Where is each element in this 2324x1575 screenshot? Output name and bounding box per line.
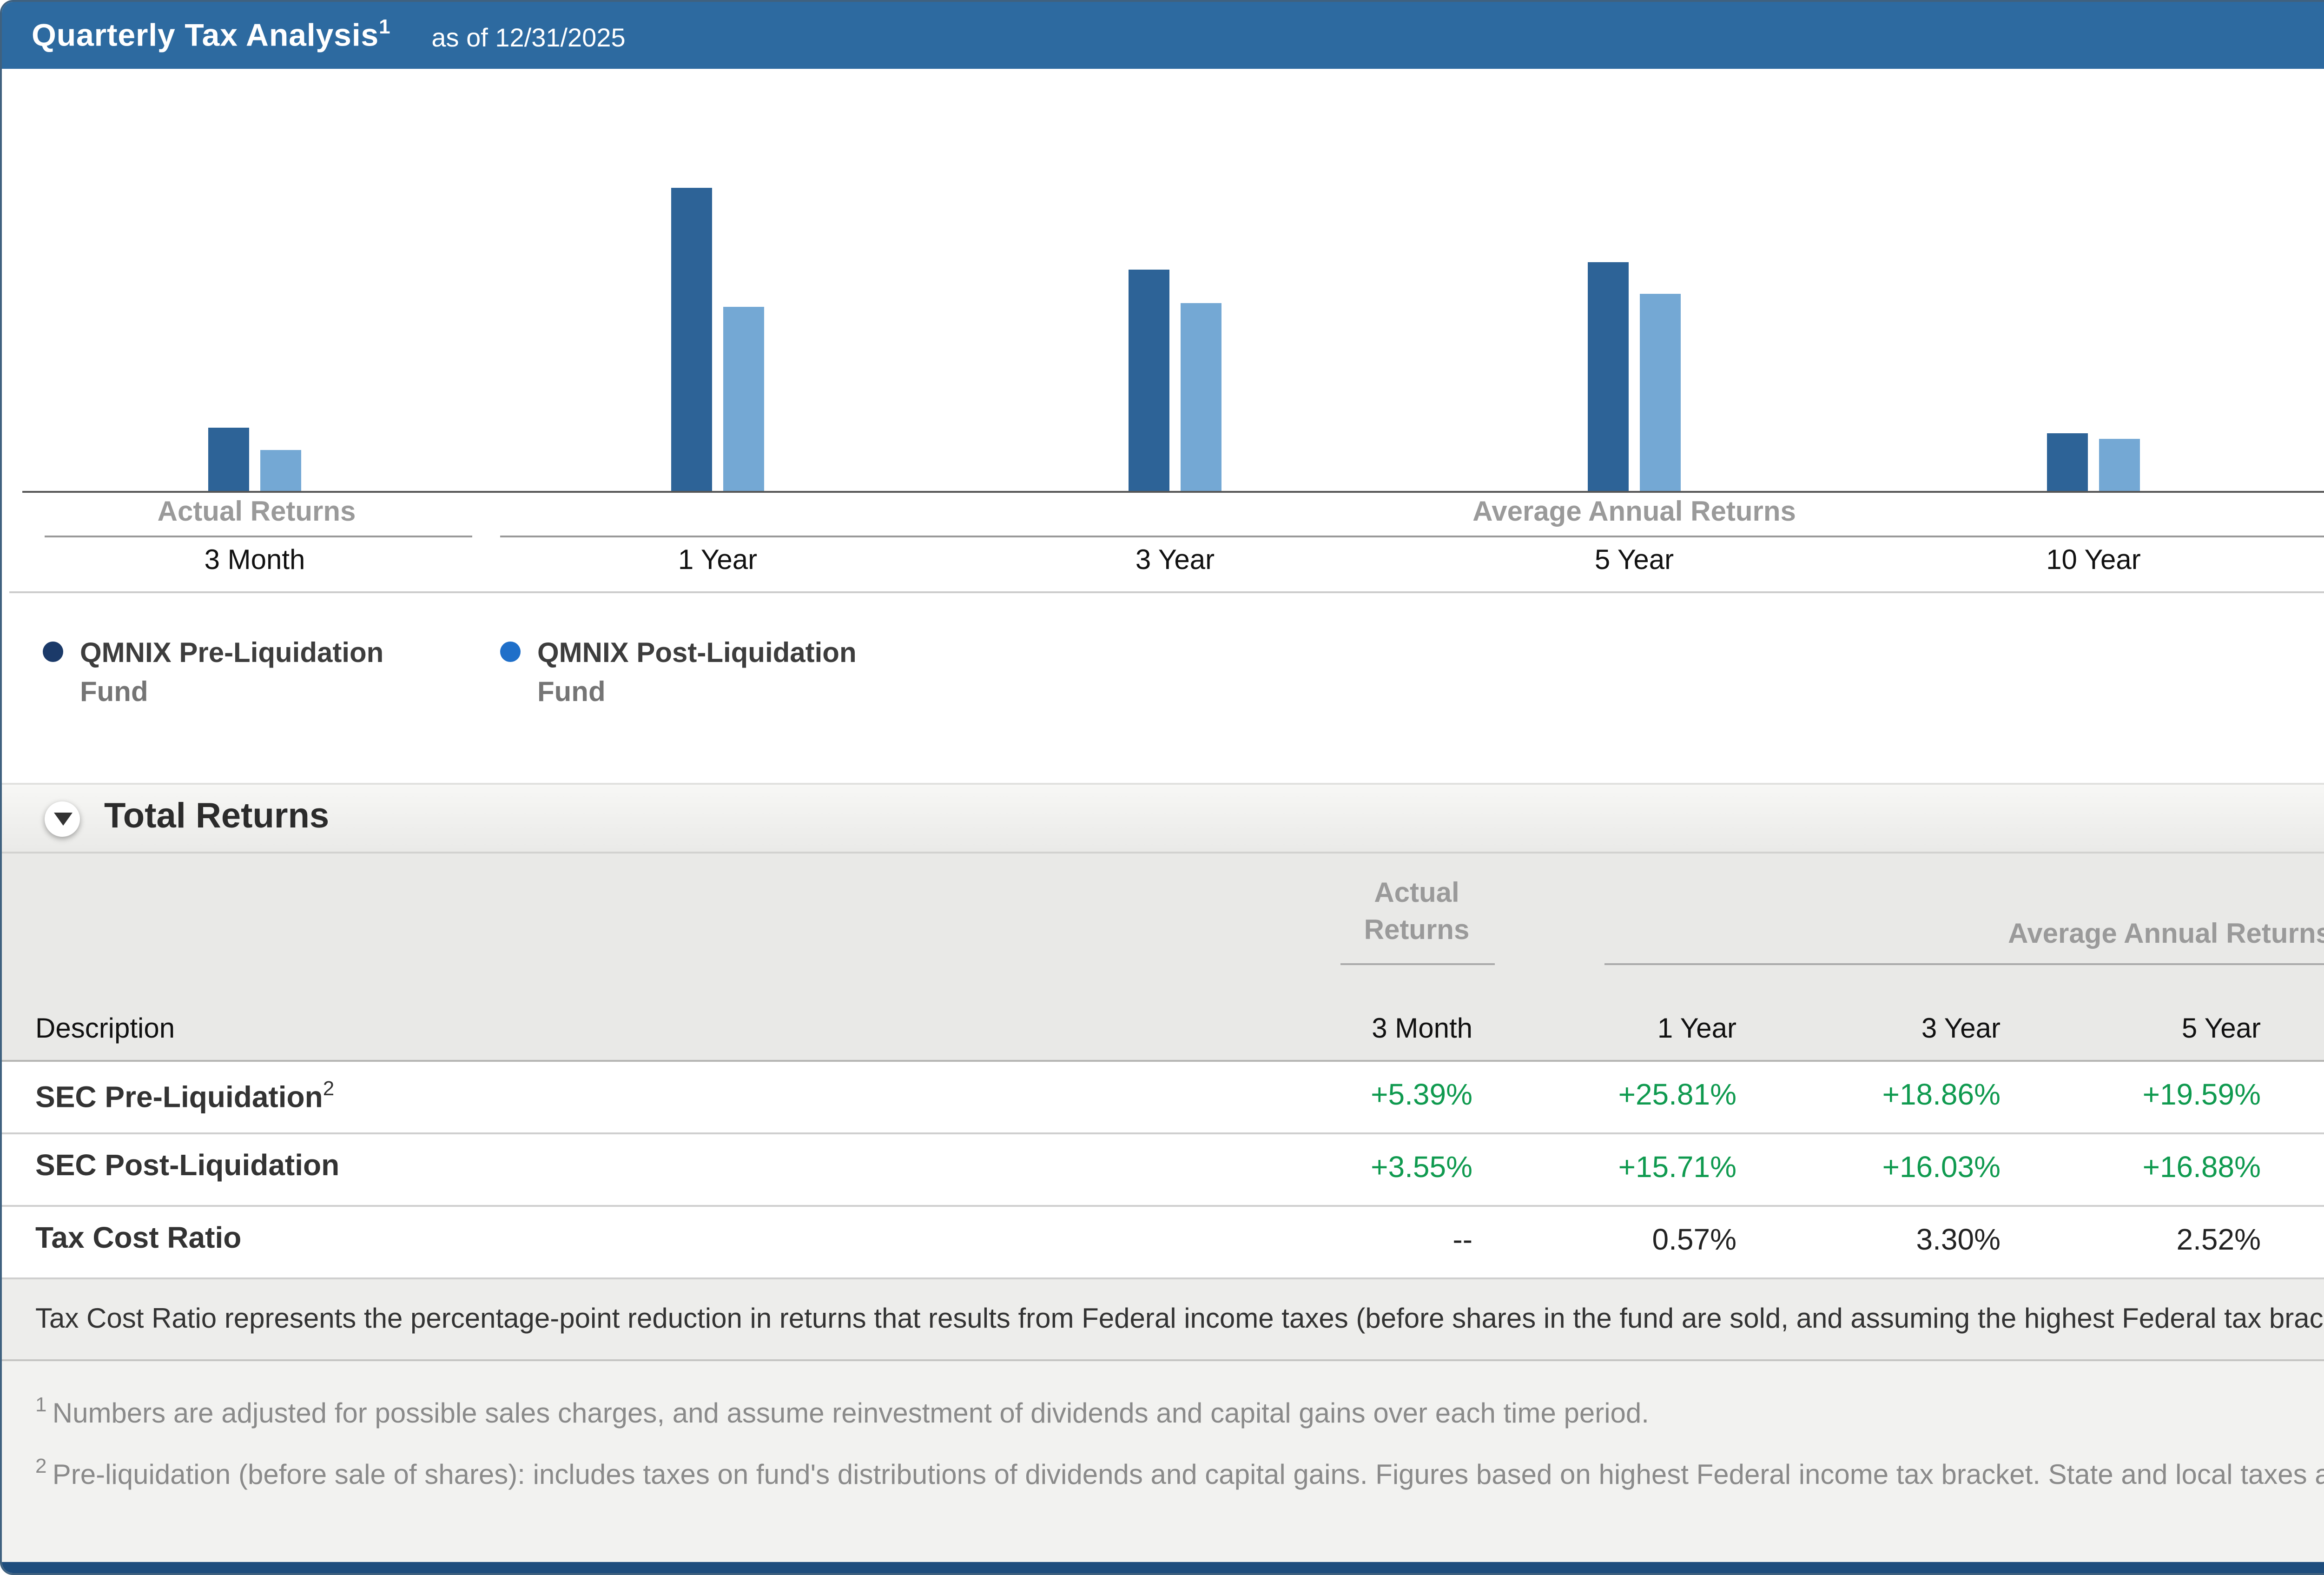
- section-title: Total Returns: [104, 798, 330, 837]
- column-header-description: Description: [35, 1013, 175, 1045]
- table-group-underline-actual: [1340, 963, 1495, 965]
- category-label-5-year: 5 Year: [1594, 545, 1674, 576]
- row-label: SEC Post-Liquidation: [35, 1151, 340, 1183]
- cell-tax-cost-ratio-5-year: 2.52%: [2176, 1225, 2261, 1257]
- page-title: Quarterly Tax Analysis1: [32, 16, 391, 53]
- row-label: SEC Pre-Liquidation2: [35, 1079, 335, 1115]
- table-row-sec-pre-liquidation: SEC Pre-Liquidation2 +5.39% +25.81% +18.86%…: [2, 1062, 2324, 1134]
- legend-dot-pre-icon: [43, 642, 63, 662]
- table-group-header-actual: Actual Returns: [1364, 878, 1470, 946]
- collapse-toggle-button[interactable]: [45, 801, 80, 836]
- bar-pre-liquidation-3-year: [1129, 270, 1169, 491]
- tax-cost-ratio-note: Tax Cost Ratio represents the percentage…: [35, 1304, 2324, 1335]
- cell-tax-cost-ratio-1-year: 0.57%: [1652, 1225, 1737, 1257]
- legend-label-post-line2: Fund: [537, 677, 606, 708]
- bar-pre-liquidation-3-month: [208, 428, 249, 491]
- column-header-3-year: 3 Year: [1921, 1013, 2000, 1045]
- cell-sec-pre-liquidation-3-year: +18.86%: [1882, 1080, 2000, 1112]
- cell-sec-pre-liquidation-3-month: +5.39%: [1371, 1080, 1472, 1112]
- legend-label-post-line1: QMNIX Post-Liquidation: [537, 638, 857, 669]
- table-group-header-average: Average Annual Returns: [2008, 919, 2324, 950]
- bar-post-liquidation-3-year: [1181, 303, 1221, 491]
- axis-group-label-actual: Actual Returns: [157, 496, 356, 528]
- cell-tax-cost-ratio-3-month: --: [1452, 1225, 1472, 1257]
- chevron-down-icon: [53, 813, 72, 826]
- category-label-3-month: 3 Month: [204, 545, 305, 576]
- legend-dot-post-icon: [500, 642, 521, 662]
- axis-group-underline-actual: [45, 536, 472, 537]
- chart-legend: QMNIX Pre-Liquidation Fund QMNIX Post-Li…: [43, 634, 957, 712]
- returns-table-header: Actual Returns Average Annual Returns De…: [2, 854, 2324, 1062]
- as-of-date: as of 12/31/2025: [431, 22, 626, 52]
- x-axis-baseline: [22, 491, 2324, 493]
- cell-sec-pre-liquidation-1-year: +25.81%: [1618, 1080, 1736, 1112]
- legend-label-pre: QMNIX Pre-Liquidation Fund: [80, 634, 383, 712]
- cell-tax-cost-ratio-3-year: 3.30%: [1916, 1225, 2001, 1257]
- cell-sec-post-liquidation-3-year: +16.03%: [1882, 1153, 2000, 1185]
- row-label: Tax Cost Ratio: [35, 1224, 242, 1255]
- footnotes-section: 1 Numbers are adjusted for possible sale…: [2, 1361, 2324, 1573]
- cell-sec-post-liquidation-5-year: +16.88%: [2142, 1153, 2261, 1185]
- legend-label-pre-line2: Fund: [80, 677, 148, 708]
- bar-post-liquidation-3-month: [260, 450, 301, 491]
- tax-cost-ratio-note-band: Tax Cost Ratio represents the percentage…: [2, 1279, 2324, 1361]
- bar-post-liquidation-1-year: [723, 307, 764, 491]
- footnote-1: 1 Numbers are adjusted for possible sale…: [35, 1395, 1649, 1430]
- footnote-2: 2 Pre-liquidation (before sale of shares…: [35, 1456, 2324, 1491]
- axis-group-label-average: Average Annual Returns: [1472, 496, 1796, 528]
- total-returns-section-header[interactable]: Total Returns: [2, 783, 2324, 854]
- bar-post-liquidation-10-year: [2099, 439, 2140, 491]
- legend-label-pre-line1: QMNIX Pre-Liquidation: [80, 638, 384, 669]
- column-header-3-month: 3 Month: [1372, 1013, 1472, 1045]
- bar-pre-liquidation-1-year: [671, 188, 712, 491]
- legend-item-pre-liquidation: QMNIX Pre-Liquidation Fund: [43, 634, 456, 712]
- cell-sec-pre-liquidation-5-year: +19.59%: [2142, 1080, 2261, 1112]
- table-row-tax-cost-ratio: Tax Cost Ratio--0.57%3.30%2.52%1.92%--: [2, 1207, 2324, 1279]
- axis-group-underline-average: [500, 536, 2324, 537]
- table-group-underline-average: [1604, 963, 2324, 965]
- chart-bottom-divider: [9, 591, 2324, 593]
- legend-label-post: QMNIX Post-Liquidation Fund: [537, 634, 857, 712]
- category-label-3-year: 3 Year: [1135, 545, 1215, 576]
- bar-pre-liquidation-10-year: [2047, 433, 2088, 491]
- category-label-10-year: 10 Year: [2046, 545, 2141, 576]
- bottom-accent-bar: [2, 1562, 2324, 1573]
- panel-header: Quarterly Tax Analysis1 as of 12/31/2025: [2, 2, 2324, 69]
- category-label-1-year: 1 Year: [678, 545, 758, 576]
- cell-sec-post-liquidation-3-month: +3.55%: [1371, 1153, 1472, 1185]
- bar-post-liquidation-5-year: [1640, 294, 1681, 491]
- column-header-1-year: 1 Year: [1657, 1013, 1736, 1045]
- table-row-sec-post-liquidation: SEC Post-Liquidation +3.55% +15.71% +16.03%…: [2, 1134, 2324, 1207]
- column-header-5-year: 5 Year: [2181, 1013, 2261, 1045]
- returns-bar-chart: 30%20%10% Actual Returns Average Annual …: [2, 69, 2324, 593]
- legend-item-post-liquidation: QMNIX Post-Liquidation Fund: [500, 634, 913, 712]
- title-footnote-marker: 1: [379, 16, 391, 39]
- cell-sec-post-liquidation-1-year: +15.71%: [1618, 1153, 1736, 1185]
- bar-pre-liquidation-5-year: [1588, 262, 1629, 491]
